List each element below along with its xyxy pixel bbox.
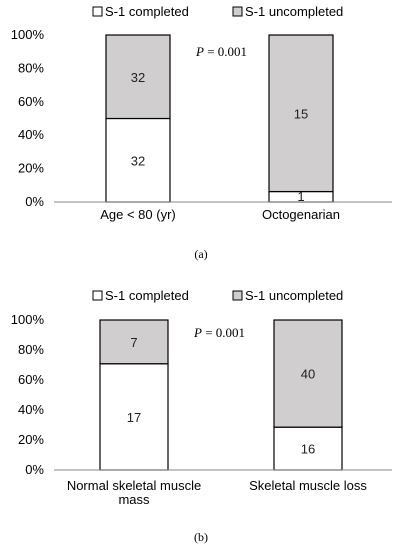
chart-a-ytick-label: 60% xyxy=(18,94,44,109)
chart-b-ytick-label: 20% xyxy=(18,432,44,447)
chart-a-ytick-label: 0% xyxy=(25,194,44,209)
chart-a-legend-swatch-1 xyxy=(92,6,103,17)
chart-b-data-label: 16 xyxy=(301,442,315,457)
chart-b-ytick-label: 100% xyxy=(11,312,45,327)
chart-b-legend-label-1: S-1 completed xyxy=(105,288,189,303)
chart-a-xtick-label: Octogenarian xyxy=(262,207,340,222)
chart-b-data-label: 17 xyxy=(127,410,141,425)
chart-b-p-annotation: P = 0.001 xyxy=(193,325,245,340)
chart-a-ytick-label: 20% xyxy=(18,161,44,176)
chart-b-xtick-label: Skeletal muscle loss xyxy=(249,478,367,493)
chart-a-p-value: = 0.001 xyxy=(204,44,247,59)
chart-a-p-symbol: P xyxy=(195,44,204,59)
chart-a-data-label: 1 xyxy=(297,189,304,204)
chart-a-ytick-label: 80% xyxy=(18,60,44,75)
chart-b-data-label: 40 xyxy=(301,367,315,382)
chart-a-bar-uncompleted-1 xyxy=(105,34,171,120)
chart-a-bar-completed-1 xyxy=(105,117,171,203)
chart-b-legend-label-2: S-1 uncompleted xyxy=(245,288,343,303)
chart-a-data-label: 32 xyxy=(131,70,145,85)
chart-a-xtick-label: Age < 80 (yr) xyxy=(100,207,176,222)
chart-a-legend-label-1: S-1 completed xyxy=(105,4,189,19)
chart-b-xtick-label: mass xyxy=(118,492,150,507)
chart-b-ytick-label: 0% xyxy=(25,462,44,477)
chart-b-p-symbol: P xyxy=(193,325,202,340)
chart-b-legend-swatch-1 xyxy=(92,290,103,301)
chart-b-caption: (b) xyxy=(194,530,208,544)
chart-a-bar-uncompleted-2 xyxy=(268,34,334,193)
chart-b-bar-uncompleted-1 xyxy=(99,319,169,365)
chart-a-ytick-label: 40% xyxy=(18,127,44,142)
chart-b-xtick-label: Normal skeletal muscle xyxy=(67,478,201,493)
chart-a-caption: (a) xyxy=(194,247,207,261)
chart-b-legend-swatch-2 xyxy=(232,290,243,301)
chart-b-ytick-label: 60% xyxy=(18,372,44,387)
chart-a-legend-label-2: S-1 uncompleted xyxy=(245,4,343,19)
chart-b-bar-uncompleted-2 xyxy=(273,319,343,428)
chart-b-ytick-label: 80% xyxy=(18,342,44,357)
chart-b-ytick-label: 40% xyxy=(18,402,44,417)
chart-a-p-annotation: P = 0.001 xyxy=(195,44,247,59)
chart-a-data-label: 15 xyxy=(294,106,308,121)
chart-a-data-label: 32 xyxy=(131,153,145,168)
chart-a-legend-swatch-2 xyxy=(232,6,243,17)
chart-b-data-label: 7 xyxy=(130,335,137,350)
chart-b-p-value: = 0.001 xyxy=(202,325,245,340)
chart-a-ytick-label: 100% xyxy=(11,27,45,42)
